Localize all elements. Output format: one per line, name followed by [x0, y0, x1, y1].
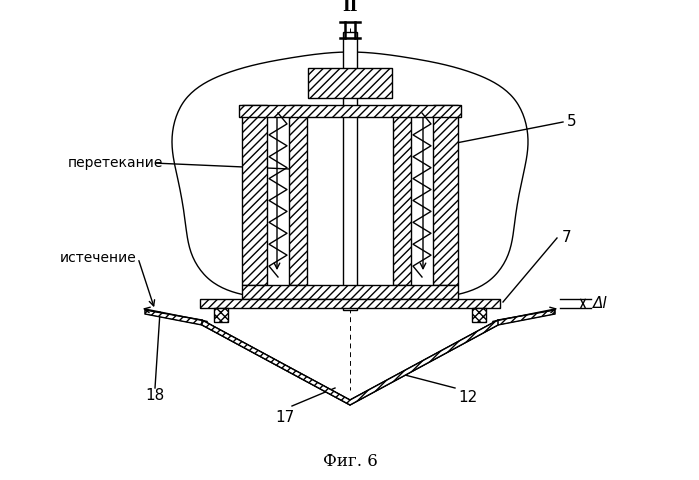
- Bar: [343, 32, 357, 310]
- Bar: [200, 299, 500, 308]
- Bar: [472, 308, 486, 322]
- Text: 18: 18: [145, 388, 165, 403]
- Text: II: II: [343, 0, 358, 15]
- Bar: [214, 308, 228, 322]
- Bar: [472, 308, 486, 322]
- Text: 17: 17: [275, 410, 294, 425]
- Text: перетекание: перетекание: [68, 156, 164, 170]
- Bar: [289, 105, 307, 285]
- Text: Фиг. 6: Фиг. 6: [323, 454, 377, 470]
- Bar: [242, 105, 267, 285]
- Bar: [433, 105, 458, 285]
- Bar: [433, 105, 458, 285]
- Text: 12: 12: [459, 390, 477, 405]
- Bar: [242, 285, 458, 299]
- Bar: [308, 68, 392, 98]
- Text: 7: 7: [562, 230, 572, 245]
- Polygon shape: [202, 320, 498, 405]
- Bar: [289, 105, 307, 285]
- Bar: [200, 299, 500, 308]
- Bar: [214, 308, 228, 322]
- Bar: [393, 105, 411, 285]
- Bar: [239, 105, 461, 117]
- Text: 5: 5: [567, 115, 577, 130]
- Bar: [239, 105, 461, 117]
- Bar: [242, 105, 267, 285]
- Text: Δl: Δl: [593, 296, 607, 311]
- Text: истечение: истечение: [60, 251, 137, 265]
- Polygon shape: [145, 310, 350, 405]
- Bar: [242, 285, 458, 299]
- Polygon shape: [350, 310, 555, 405]
- Bar: [308, 68, 392, 98]
- Bar: [393, 105, 411, 285]
